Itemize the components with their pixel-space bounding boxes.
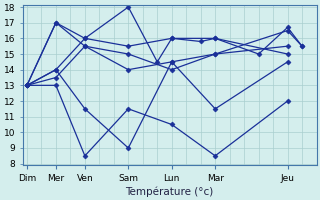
X-axis label: Température (°c): Température (°c) — [125, 186, 214, 197]
